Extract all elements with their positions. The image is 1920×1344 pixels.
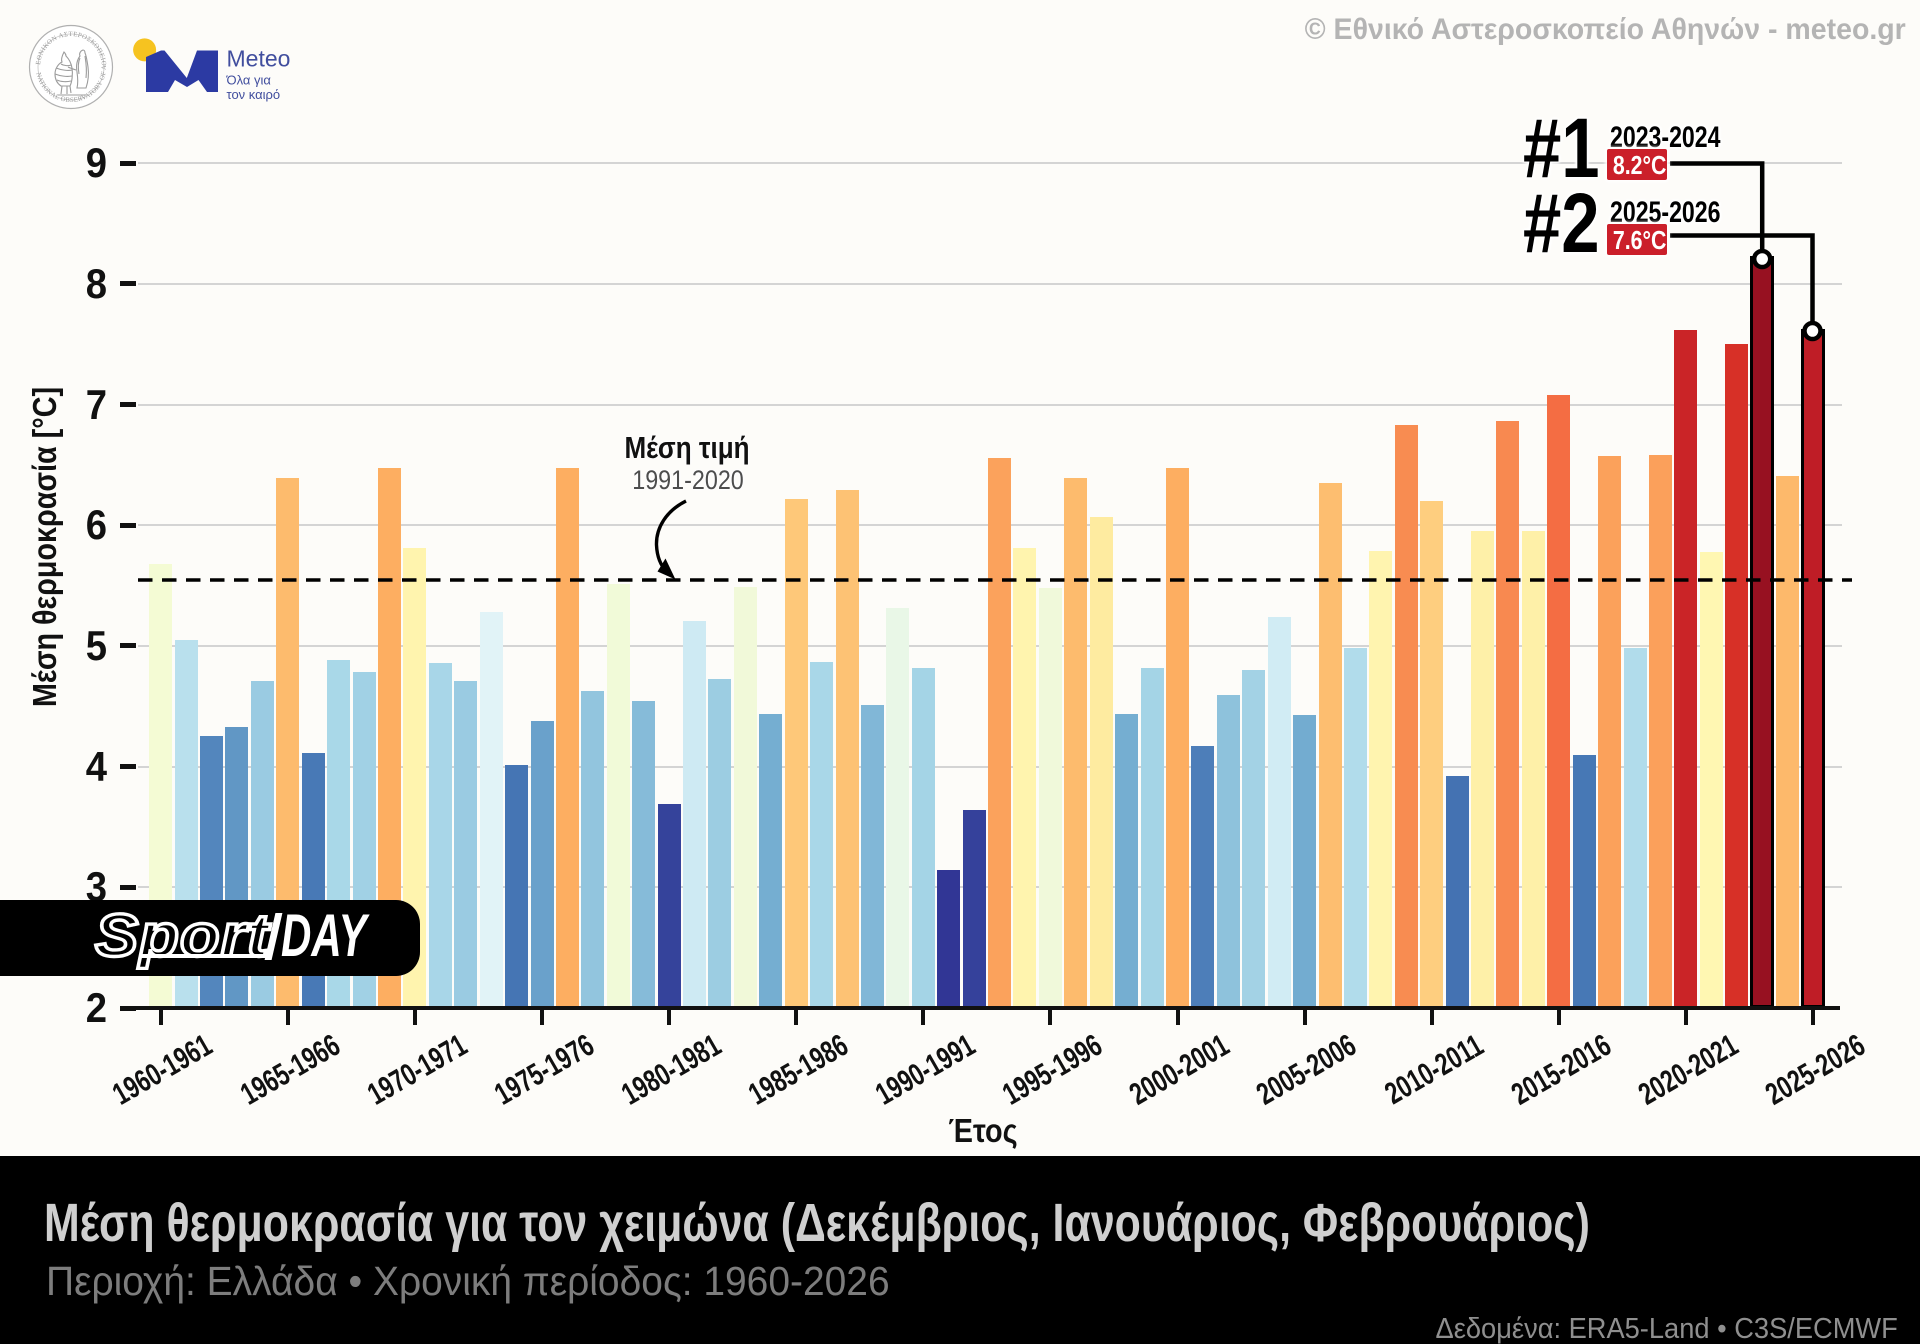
svg-text:Όλα για: Όλα για: [226, 73, 272, 88]
svg-text:Meteo: Meteo: [227, 46, 291, 72]
svg-text:τον καιρό: τον καιρό: [227, 87, 281, 102]
